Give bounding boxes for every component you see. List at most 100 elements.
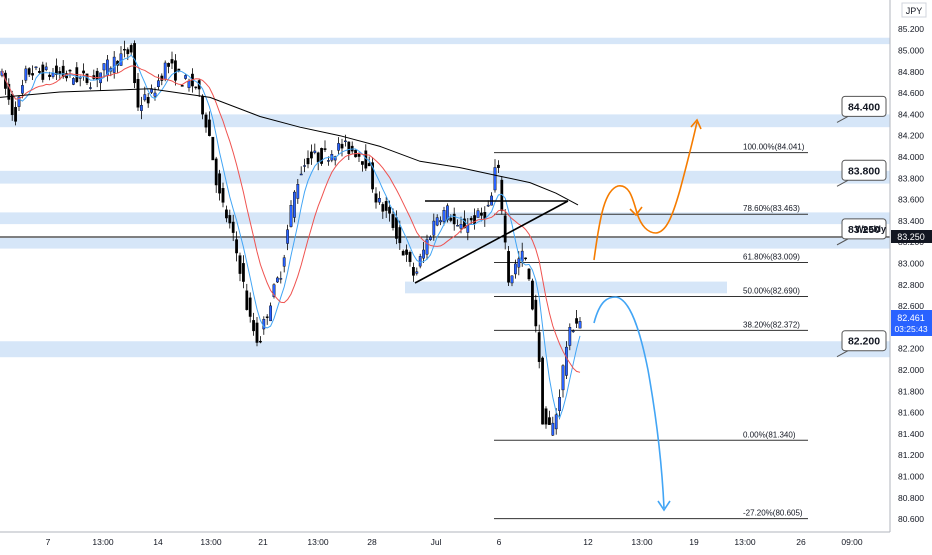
candle-body (514, 263, 517, 275)
candle-body (112, 56, 116, 73)
y-tick-label: 85.000 (898, 46, 924, 56)
candle-body (459, 224, 463, 229)
candle-body (551, 422, 555, 436)
moving-averages-layer (0, 54, 581, 420)
candle-body (432, 220, 436, 236)
bar-countdown: 03:25:43 (894, 324, 927, 334)
candle-body (558, 397, 562, 411)
candle-body (238, 255, 242, 274)
candle-body (248, 297, 252, 317)
y-tick-label: 83.600 (898, 195, 924, 205)
candle-body (269, 305, 272, 322)
candle-body (241, 263, 245, 282)
y-tick-label: 85.200 (898, 24, 924, 34)
x-tick-label: 13:00 (92, 537, 114, 547)
zone-callout-pointer (836, 179, 849, 187)
candle-body (327, 160, 330, 162)
candle-body (17, 96, 21, 107)
candle-body (537, 332, 541, 362)
fibonacci-layer: 100.00%(84.041) 78.60%(83.463) 61.80%(83.0… (494, 143, 808, 520)
candle-body (231, 221, 235, 233)
y-tick-label: 84.600 (898, 88, 924, 98)
y-tick-label: 81.600 (898, 408, 924, 418)
candle-body (548, 417, 551, 425)
y-tick-label: 83.000 (898, 259, 924, 269)
candle-body (133, 43, 136, 84)
bullish-projection-path[interactable] (593, 121, 698, 261)
candle-body (418, 256, 422, 267)
candle-body (27, 68, 31, 75)
candle-body (204, 114, 208, 128)
weekly-level-tag (891, 230, 932, 243)
zone-band (0, 170, 890, 184)
y-tick-label: 84.000 (898, 152, 924, 162)
y-tick-label: 81.400 (898, 429, 924, 439)
candle-body (480, 212, 483, 216)
candle-body (476, 210, 480, 218)
candle-body (510, 275, 514, 284)
bearish-projection-path[interactable] (593, 296, 665, 509)
candle-body (44, 66, 48, 70)
y-tick-label: 84.200 (898, 131, 924, 141)
candle-body (88, 87, 92, 89)
candle-body (255, 322, 259, 343)
candle-body (391, 214, 395, 228)
candle-body (344, 140, 347, 143)
candle-body (303, 165, 306, 167)
triangle-bottom-line[interactable] (414, 200, 569, 284)
candle-body (259, 340, 262, 343)
candle-body (201, 95, 204, 115)
zone-callout-box (841, 218, 887, 240)
candle-body (95, 70, 99, 80)
candle-body (497, 164, 500, 168)
candle-body (561, 365, 565, 391)
candle-body (129, 45, 133, 53)
candle-body (449, 217, 453, 221)
candle-body (207, 119, 211, 136)
candle-body (224, 209, 228, 219)
candle-body (442, 210, 446, 222)
zone-callout-pointer (836, 350, 849, 358)
candle-body (306, 158, 310, 165)
candle-body (265, 316, 269, 318)
candle-body (299, 173, 303, 176)
candle-body (429, 236, 432, 240)
candle-body (463, 218, 466, 229)
candle-body (82, 70, 86, 74)
candle-body (252, 320, 255, 332)
zone-band (0, 37, 890, 45)
y-tick-label: 80.600 (898, 514, 924, 524)
currency-label: JPY (906, 6, 923, 16)
candle-body (374, 193, 378, 203)
y-tick-label: 81.200 (898, 450, 924, 460)
x-axis[interactable]: 7 13:00 14 13:00 21 13:00 28 Jul 6 12 13:00 19 13:00… (46, 537, 863, 547)
fib-level-label: 61.80%(83.009) (743, 253, 800, 262)
candle-body (439, 220, 442, 223)
fib-level-label: 38.20%(82.372) (743, 320, 800, 329)
y-tick-label: 83.400 (898, 216, 924, 226)
candle-body (119, 53, 123, 66)
zone-callout-box (841, 159, 887, 181)
candle-body (340, 143, 344, 149)
y-tick-label: 81.800 (898, 386, 924, 396)
y-axis[interactable]: 85.200 85.000 84.800 84.600 84.400 84.200 84.0… (898, 24, 924, 524)
x-tick-label: 6 (497, 537, 502, 547)
candle-body (456, 225, 459, 227)
zone-callout-label: 84.400 (848, 101, 880, 113)
candle-body (286, 229, 289, 244)
candle-body (126, 49, 130, 55)
x-tick-label: 13:00 (200, 537, 222, 547)
current-price-value: 82.461 (897, 313, 925, 323)
x-tick-label: 13:00 (307, 537, 329, 547)
zone-labels-layer: 84.400 83.800 83.250 82.200 (836, 95, 887, 358)
candle-body (507, 251, 510, 283)
currency-box (901, 2, 927, 18)
candle-body (333, 156, 337, 161)
zone-callout-label: 82.200 (848, 336, 880, 348)
candle-body (531, 280, 534, 310)
y-tick-label: 82.800 (898, 280, 924, 290)
candle-body (466, 225, 470, 233)
x-tick-label: 13:00 (734, 537, 756, 547)
